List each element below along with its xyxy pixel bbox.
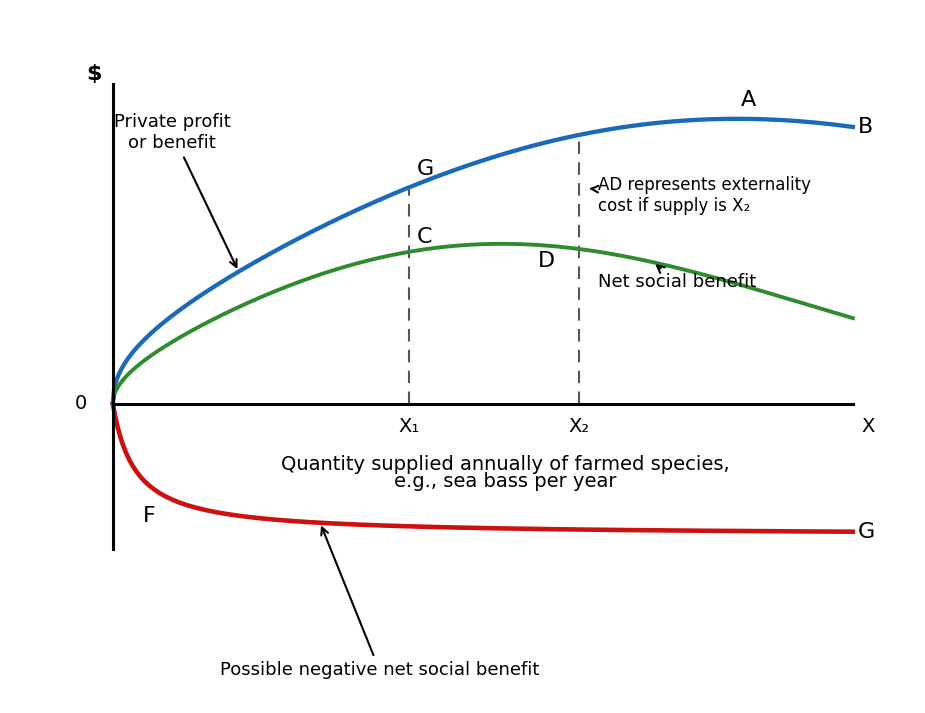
Text: Net social benefit: Net social benefit — [598, 265, 756, 291]
Text: F: F — [142, 506, 155, 526]
Text: G: G — [858, 522, 875, 542]
Text: X₂: X₂ — [569, 417, 589, 436]
Text: G: G — [416, 159, 434, 179]
Text: e.g., sea bass per year: e.g., sea bass per year — [394, 472, 616, 491]
Text: Quantity supplied annually of farmed species,: Quantity supplied annually of farmed spe… — [281, 455, 730, 474]
Text: A: A — [740, 90, 756, 110]
Text: X: X — [861, 417, 874, 436]
Text: D: D — [538, 251, 556, 271]
Text: X₁: X₁ — [399, 417, 419, 436]
Text: B: B — [858, 117, 873, 137]
Text: Private profit
or benefit: Private profit or benefit — [114, 113, 237, 267]
Text: AD represents externality
cost if supply is X₂: AD represents externality cost if supply… — [591, 176, 810, 215]
Text: Possible negative net social benefit: Possible negative net social benefit — [219, 528, 539, 679]
Text: 0: 0 — [75, 394, 87, 413]
Text: C: C — [416, 227, 432, 247]
Text: $: $ — [87, 64, 102, 84]
